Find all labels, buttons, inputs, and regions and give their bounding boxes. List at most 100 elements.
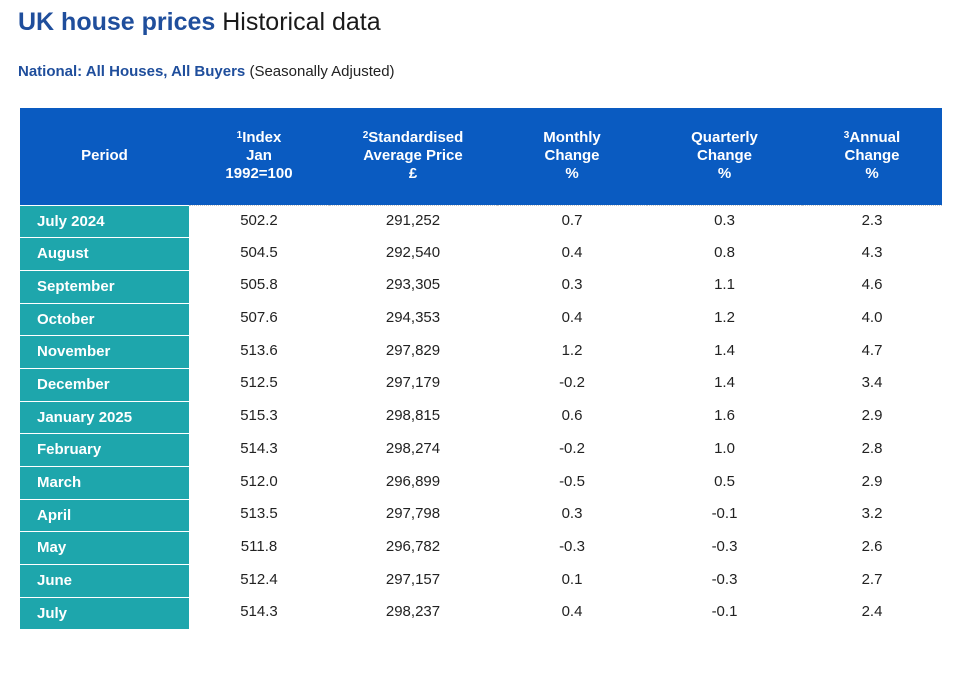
- cell-annual-change: 2.7: [861, 570, 883, 588]
- cell-period: July 2024: [20, 204, 189, 239]
- cell-monthly-change: 0.1: [561, 570, 583, 588]
- footnote-marker: 3: [843, 130, 850, 142]
- cell-index: 514.3: [240, 603, 278, 621]
- cell-annual-change: 2.9: [861, 407, 883, 425]
- column-header-text: Jan: [246, 147, 272, 165]
- column-header-text: Average Price: [363, 147, 463, 165]
- column-header-line: 2Standardised: [333, 129, 493, 147]
- cell-quarterly-change: -0.3: [711, 570, 738, 588]
- cell-index: 507.6: [240, 309, 278, 327]
- footnote-marker: 1: [236, 130, 243, 142]
- column-header-average-price: 2Standardised Average Price £: [329, 108, 497, 205]
- column-header-text: Quarterly: [691, 129, 758, 147]
- table-row: October 507.6 294,353 0.4 1.2 4.0: [20, 302, 942, 337]
- table-row: January 2025 515.3 298,815 0.6 1.6 2.9: [20, 400, 942, 435]
- column-header-line: Change: [651, 147, 798, 165]
- column-header-text: Index: [242, 129, 282, 147]
- column-header-text: Annual: [849, 129, 901, 147]
- cell-period: October: [20, 302, 189, 337]
- cell-annual-change: 2.6: [861, 537, 883, 555]
- cell-quarterly-change: 1.1: [714, 276, 735, 294]
- cell-period: June: [20, 564, 189, 598]
- column-header-text: Standardised: [368, 129, 464, 147]
- table-row: July 514.3 298,237 0.4 -0.1 2.4: [20, 596, 942, 631]
- cell-quarterly-change: 1.4: [714, 374, 735, 392]
- cell-average-price: 298,815: [385, 407, 441, 425]
- cell-average-price: 298,237: [385, 603, 441, 621]
- column-header-line: Jan: [193, 147, 325, 165]
- column-header-quarterly-change: Quarterly Change%: [647, 108, 802, 205]
- column-header-index: 1Index Jan 1992=100: [189, 108, 329, 205]
- cell-quarterly-change: -0.1: [711, 603, 738, 621]
- column-header-line: Change: [501, 147, 643, 165]
- column-header-line: Period: [24, 147, 185, 165]
- column-header-line: Average Price: [333, 147, 493, 165]
- cell-monthly-change: -0.3: [559, 537, 585, 555]
- column-header-line: Monthly: [501, 129, 643, 147]
- cell-monthly-change: 0.3: [561, 276, 583, 294]
- cell-period: December: [20, 367, 189, 402]
- cell-annual-change: 3.2: [861, 505, 883, 523]
- cell-annual-change: 4.3: [861, 243, 883, 261]
- cell-annual-change: 4.0: [861, 309, 883, 327]
- column-header-line: 3Annual: [806, 129, 938, 147]
- table-row: November 513.6 297,829 1.2 1.4 4.7: [20, 335, 942, 369]
- cell-annual-change: 3.4: [861, 374, 883, 392]
- subtitle-qualifier: (Seasonally Adjusted): [249, 63, 395, 80]
- column-header-line: %: [806, 165, 938, 183]
- column-header-line: %: [501, 165, 643, 183]
- cell-index: 512.5: [240, 374, 278, 392]
- column-header-text: %: [865, 165, 879, 183]
- cell-index: 515.3: [240, 407, 278, 425]
- cell-average-price: 297,829: [385, 341, 441, 359]
- table-row: March 512.0 296,899 -0.5 0.5 2.9: [20, 466, 942, 500]
- column-header-line: 1Index: [193, 129, 325, 147]
- cell-quarterly-change: 1.6: [714, 407, 735, 425]
- cell-average-price: 298,274: [385, 439, 441, 457]
- cell-index: 513.5: [240, 505, 278, 523]
- house-price-table: Period 1Index Jan 1992=100 2Standardised Aver…: [20, 108, 942, 631]
- cell-average-price: 297,157: [385, 570, 441, 588]
- cell-monthly-change: 0.4: [561, 603, 583, 621]
- table-row: December 512.5 297,179 -0.2 1.4 3.4: [20, 367, 942, 402]
- cell-annual-change: 4.6: [861, 276, 883, 294]
- cell-monthly-change: -0.2: [559, 374, 585, 392]
- column-header-text: Monthly: [543, 129, 601, 147]
- cell-monthly-change: -0.2: [559, 439, 585, 457]
- cell-quarterly-change: 0.8: [714, 243, 735, 261]
- column-header-line: Quarterly: [651, 129, 798, 147]
- cell-average-price: 291,252: [329, 204, 497, 238]
- column-header-text: 1992=100: [225, 165, 293, 183]
- table-subtitle: National: All Houses, All Buyers (Season…: [18, 62, 395, 82]
- cell-average-price: 292,540: [385, 243, 441, 261]
- cell-quarterly-change: 0.3: [647, 204, 802, 238]
- column-header-text: %: [565, 165, 579, 183]
- cell-monthly-change: 0.3: [561, 505, 583, 523]
- cell-period: January 2025: [20, 400, 189, 435]
- cell-period: August: [20, 237, 189, 271]
- table-row: April 513.5 297,798 0.3 -0.1 3.2: [20, 498, 942, 533]
- cell-period: July: [20, 596, 189, 631]
- cell-monthly-change: 0.4: [561, 243, 583, 261]
- cell-period: April: [20, 498, 189, 533]
- cell-index: 514.3: [240, 439, 278, 457]
- column-header-text: Change: [696, 147, 752, 165]
- cell-period: November: [20, 335, 189, 369]
- cell-average-price: 297,179: [385, 374, 441, 392]
- table-row: February 514.3 298,274 -0.2 1.0 2.8: [20, 433, 942, 467]
- cell-average-price: 297,798: [385, 505, 441, 523]
- table-header-row: Period 1Index Jan 1992=100 2Standardised Aver…: [20, 108, 942, 205]
- column-header-text: £: [408, 165, 418, 183]
- column-header-text: Period: [81, 147, 128, 165]
- cell-average-price: 296,899: [385, 472, 441, 490]
- cell-quarterly-change: 1.4: [714, 341, 735, 359]
- table-row: July 2024 502.2 291,252 0.7 0.3 2.3: [20, 204, 942, 239]
- table-body: July 2024 502.2 291,252 0.7 0.3 2.3 August 504.…: [20, 204, 942, 631]
- cell-period: February: [20, 433, 189, 467]
- cell-monthly-change: 0.4: [561, 309, 583, 327]
- column-header-text: Change: [844, 147, 900, 165]
- cell-monthly-change: 1.2: [561, 341, 583, 359]
- column-header-text: %: [717, 165, 732, 183]
- table-row: August 504.5 292,540 0.4 0.8 4.3: [20, 237, 942, 271]
- cell-period: September: [20, 269, 189, 304]
